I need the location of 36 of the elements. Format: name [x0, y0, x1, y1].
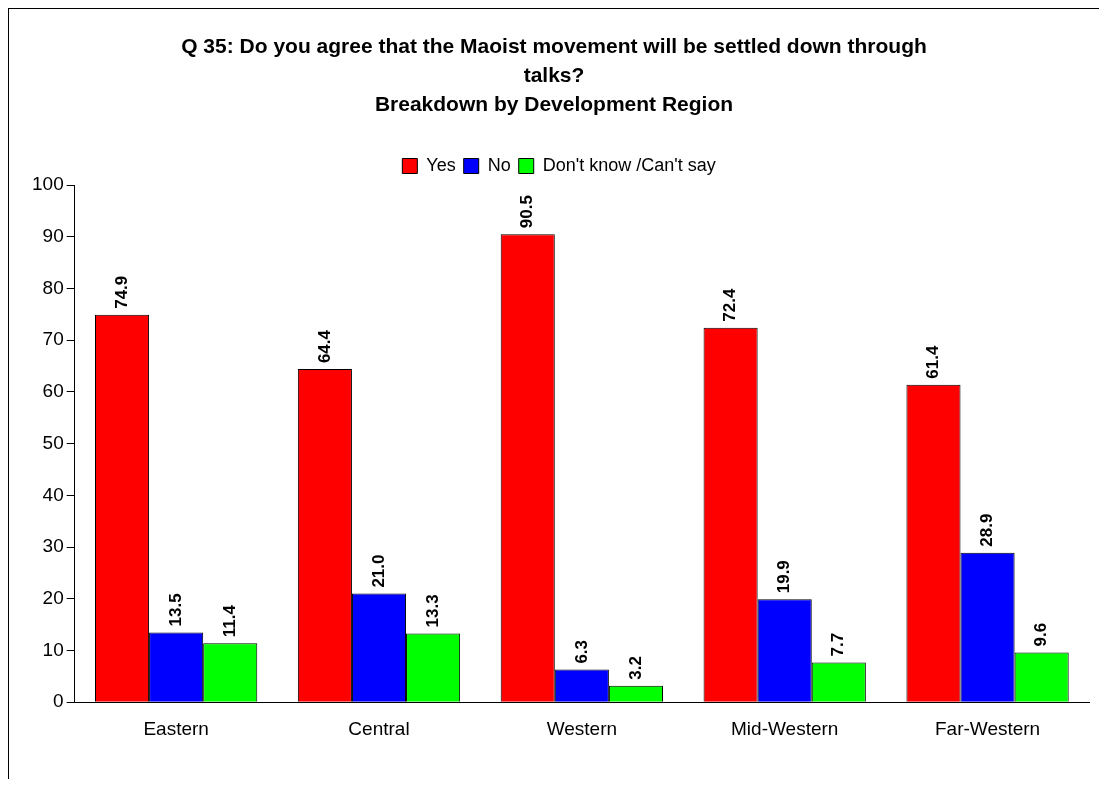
legend-label: Yes [426, 154, 456, 175]
legend-label: Don't know /Can't say [542, 154, 716, 175]
legend-label: No [487, 154, 511, 175]
x-tick-label: Eastern [143, 717, 209, 739]
x-tick-label: Central [348, 717, 410, 739]
y-tick-label: 10 [42, 638, 64, 660]
data-label: 90.5 [517, 195, 537, 229]
y-tick-label: 90 [42, 224, 64, 246]
x-tick-label: Mid-Western [731, 717, 839, 739]
data-label: 28.9 [977, 513, 997, 547]
data-label: 6.3 [571, 639, 591, 664]
data-label: 3.2 [625, 656, 645, 680]
data-label: 19.9 [774, 560, 794, 594]
chart-title: Q 35: Do you agree that the Maoist movement will be settled down through talks? [180, 33, 928, 88]
chart-subtitle: Breakdown by Development Region [373, 91, 735, 117]
data-label: 21.0 [368, 554, 388, 588]
y-tick-label: 80 [42, 276, 64, 298]
y-tick-label: 70 [42, 328, 64, 350]
data-label: 61.4 [923, 345, 943, 379]
y-tick-label: 30 [42, 535, 64, 557]
y-tick-label: 50 [42, 431, 64, 453]
data-label: 64.4 [314, 329, 334, 364]
data-label: 13.3 [422, 594, 442, 628]
y-tick-label: 20 [42, 586, 64, 608]
x-tick-label: Western [546, 717, 618, 739]
y-tick-label: 40 [42, 483, 64, 505]
data-label: 9.6 [1031, 622, 1051, 647]
y-tick-label: 100 [32, 173, 64, 195]
y-tick-label: 0 [53, 690, 64, 712]
data-label: 13.5 [165, 593, 185, 627]
data-label: 7.7 [828, 632, 848, 657]
data-label: 74.9 [111, 275, 131, 309]
x-tick-label: Far-Western [934, 717, 1041, 739]
y-tick-label: 60 [42, 380, 64, 402]
data-label: 11.4 [219, 604, 239, 638]
data-label: 72.4 [720, 288, 740, 322]
